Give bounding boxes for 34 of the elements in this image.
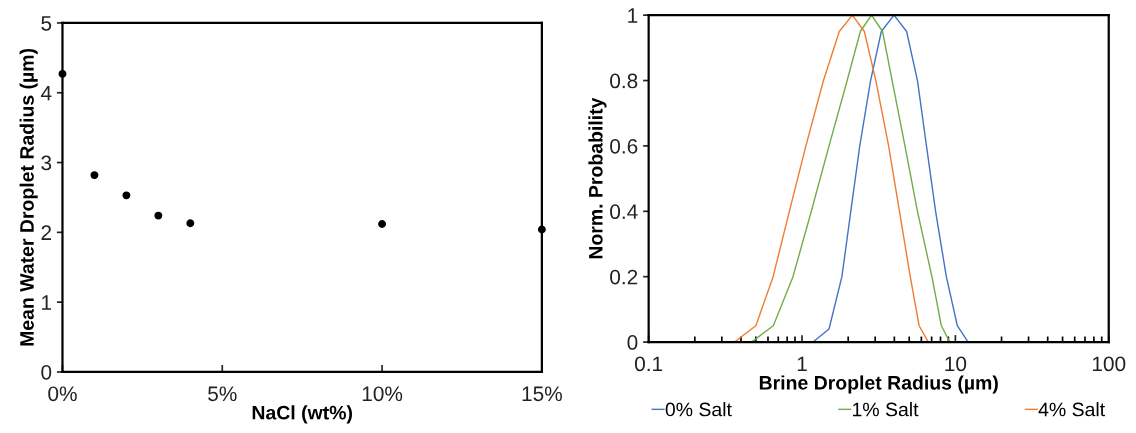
legend-label: 0% Salt [665, 402, 732, 417]
y-axis-title: Mean Water Droplet Radius (µm) [19, 48, 38, 346]
point [122, 191, 131, 200]
x-tick-label: 100 [1092, 356, 1126, 372]
y-tick-label: 0 [41, 364, 52, 380]
y-tick-label: 0.8 [610, 73, 638, 89]
point [537, 225, 546, 234]
x-tick-label: 0.1 [634, 356, 663, 372]
y-tick-label: 2 [41, 225, 52, 240]
y-tick-label: 1 [42, 295, 52, 310]
y-tick-label: 3 [41, 155, 52, 171]
x-axis-title: NaCl (wt%) [252, 405, 352, 424]
y-tick-label: 1 [628, 8, 638, 23]
y-tick-label: 0 [627, 335, 638, 350]
x-tick-label: 10% [362, 386, 403, 402]
legend-label: 4% Salt [1038, 402, 1105, 417]
y-tick-label: 4 [40, 85, 52, 101]
point [378, 220, 387, 228]
y-tick-label: 0.6 [610, 138, 638, 154]
y-axis-title: Norm. Probability [588, 97, 607, 259]
point [58, 69, 67, 78]
x-tick-label: 10 [945, 356, 967, 372]
y-tick-label: 0.2 [610, 269, 638, 285]
legend-label: 1% Salt [852, 402, 919, 417]
point [90, 171, 99, 180]
point [186, 219, 195, 228]
x-tick-label: 15% [522, 386, 562, 402]
x-tick-label: 0% [48, 386, 77, 402]
x-axis-title: Brine Droplet Radius (µm) [759, 375, 998, 394]
x-tick-label: 1 [797, 356, 807, 372]
y-tick-label: 0.4 [610, 204, 638, 220]
y-tick-label: 5 [41, 16, 52, 31]
x-tick-label: 5% [208, 386, 237, 402]
point [154, 211, 163, 220]
